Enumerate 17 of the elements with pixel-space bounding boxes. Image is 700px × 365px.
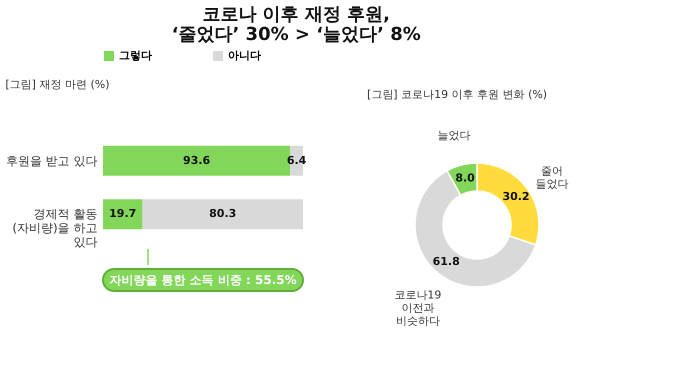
legend-label: 그렇다 — [119, 49, 152, 62]
data-label: 93.6 — [183, 154, 211, 167]
chart-title: [그림] 코로나19 이후 후원 변화 (%) — [367, 88, 548, 101]
data-label: 19.7 — [109, 207, 136, 220]
y-tick-label: 경제적 활동 (자비량)을 하고 있다 — [12, 207, 98, 250]
legend-label: 아니다 — [228, 49, 261, 62]
text: 자비량을 통한 소득 비중 : 55.5% — [109, 273, 297, 287]
data-label: 30.2 — [502, 190, 530, 204]
chart-title: 코로나 이후 재정 후원, ‘줄었다’ 30% > ‘늘었다’ 8% — [172, 4, 421, 45]
slice-label: 코로나19 이전과 비슷하다 — [394, 288, 442, 328]
data-label: 8.0 — [455, 172, 476, 185]
text: [그림] 재정 마련 (%) — [5, 78, 110, 91]
slice-label: 줄어 들었다 — [535, 164, 568, 190]
data-label: 80.3 — [209, 207, 236, 220]
data-label: 61.8 — [432, 254, 460, 268]
y-tick-label: 후원을 받고 있다 — [6, 154, 98, 168]
slice-label: 늘었다 — [438, 128, 471, 142]
